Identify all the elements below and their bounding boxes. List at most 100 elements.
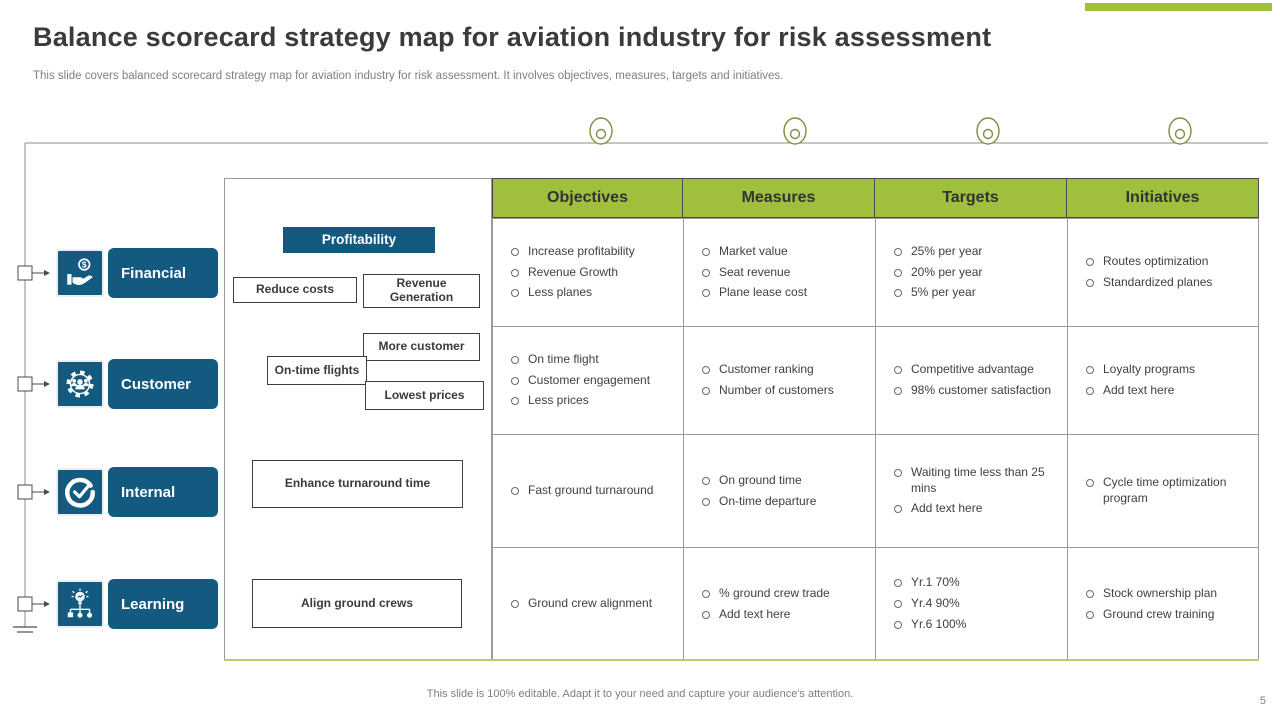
sidebar-item-label: Internal (108, 467, 218, 517)
table-cell-internal-measures: On ground time On-time departure (683, 434, 875, 547)
bullet-item: Standardized planes (1086, 275, 1250, 291)
bullet-item: Less planes (511, 285, 675, 301)
bullet-item: Routes optimization (1086, 254, 1250, 270)
bullet-item: Cycle time optimization program (1086, 475, 1250, 507)
bullet-item: Fast ground turnaround (511, 483, 675, 499)
bullet-icon (511, 355, 519, 364)
bullet-icon (702, 610, 710, 619)
bullet-item: On-time departure (702, 494, 867, 510)
svg-text:$: $ (82, 260, 87, 270)
table-cell-financial-initiatives: Routes optimization Standardized planes (1067, 218, 1259, 326)
bullet-text: Ground crew alignment (528, 596, 653, 611)
flow-box-profitability: Profitability (283, 227, 435, 253)
bullet-text: Yr.6 100% (911, 616, 967, 631)
bullet-icon (894, 289, 902, 298)
bullet-icon (702, 247, 710, 256)
bullet-icon (894, 366, 902, 375)
bullet-icon (702, 497, 710, 506)
bullet-icon (511, 376, 519, 385)
bullet-item: 5% per year (894, 285, 1059, 301)
bullet-item: Yr.6 100% (894, 617, 1059, 633)
bullet-text: Seat revenue (719, 264, 791, 279)
bullet-text: Plane lease cost (719, 285, 808, 300)
bullet-icon (894, 620, 902, 629)
bullet-text: Customer ranking (719, 362, 814, 377)
bullet-item: On time flight (511, 352, 675, 368)
bullet-item: Add text here (1086, 383, 1250, 399)
bullet-icon (1086, 387, 1094, 395)
sidebar-item-label: Financial (108, 248, 218, 298)
bullet-item: Seat revenue (702, 265, 867, 281)
bullet-item: On ground time (702, 473, 867, 489)
bullet-text: Yr.4 90% (911, 596, 960, 611)
column-header-objectives: Objectives (492, 178, 683, 218)
bullet-text: Less prices (528, 393, 589, 408)
target-check-icon (56, 468, 104, 516)
bullet-item: Add text here (702, 607, 867, 623)
sidebar-item-label: Learning (108, 579, 218, 629)
column-header-measures: Measures (683, 178, 875, 218)
bullet-text: 98% customer satisfaction (911, 383, 1052, 397)
table-cell-customer-initiatives: Loyalty programs Add text here (1067, 326, 1259, 434)
page-number: 5 (1259, 695, 1266, 707)
ring-icon (589, 117, 1192, 145)
bullet-item: 98% customer satisfaction (894, 383, 1059, 399)
bullet-icon (894, 247, 902, 256)
bullet-item: Add text here (894, 501, 1059, 517)
bullet-icon (894, 268, 902, 277)
table-cell-learning-objectives: Ground crew alignment (492, 547, 683, 660)
table-cell-internal-initiatives: Cycle time optimization program (1067, 434, 1259, 547)
bullet-icon (702, 289, 710, 298)
bullet-icon (894, 505, 902, 514)
bullet-item: Loyalty programs (1086, 362, 1250, 378)
bullet-text: Routes optimization (1103, 254, 1209, 269)
bullet-item: 20% per year (894, 265, 1059, 281)
bullet-text: Yr.1 70% (911, 575, 960, 590)
bullet-text: On-time departure (719, 493, 817, 508)
bullet-text: Add text here (1103, 383, 1175, 397)
bullet-item: Customer ranking (702, 362, 867, 378)
bullet-icon (1086, 610, 1094, 619)
hand-coin-icon: $ (56, 249, 104, 297)
bullet-text: On time flight (528, 351, 599, 366)
bullet-item: Competitive advantage (894, 362, 1059, 378)
bullet-item: Increase profitability (511, 244, 675, 260)
bullet-text: 5% per year (911, 285, 976, 300)
learning-bulb-icon (56, 580, 104, 628)
bullet-icon (894, 600, 902, 609)
bullet-item: Yr.4 90% (894, 596, 1059, 612)
table-cell-customer-objectives: On time flight Customer engagement Less pr… (492, 326, 683, 434)
ground-icon (13, 626, 37, 633)
accent-bar (1085, 3, 1272, 11)
flow-box-more-customer: More customer (363, 333, 480, 361)
bullet-item: Yr.1 70% (894, 575, 1059, 591)
bullet-icon (511, 268, 519, 277)
bullet-text: Customer engagement (528, 372, 651, 387)
bullet-icon (1086, 589, 1094, 598)
bullet-text: Stock ownership plan (1103, 585, 1218, 600)
sidebar-item-financial: $ Financial (56, 248, 218, 298)
table-cell-customer-targets: Competitive advantage 98% customer satisf… (875, 326, 1067, 434)
bullet-item: Stock ownership plan (1086, 586, 1250, 602)
bullet-icon (511, 397, 519, 406)
bullet-text: Competitive advantage (911, 362, 1034, 377)
bullet-icon (511, 600, 519, 609)
bullet-text: Number of customers (719, 383, 834, 397)
bullet-text: 25% per year (911, 243, 983, 258)
customer-gear-icon (56, 360, 104, 408)
table-cell-financial-targets: 25% per year 20% per year 5% per year (875, 218, 1067, 326)
sidebar-item-internal: Internal (56, 467, 218, 517)
bullet-text: Standardized planes (1103, 275, 1213, 289)
bullet-icon (702, 476, 710, 485)
bullet-icon (511, 487, 519, 496)
table-cell-learning-measures: % ground crew trade Add text here (683, 547, 875, 660)
bullet-text: Revenue Growth (528, 264, 619, 279)
table-bottom-border (224, 659, 1259, 661)
column-header-initiatives: Initiatives (1067, 178, 1259, 218)
sidebar-item-learning: Learning (56, 579, 218, 629)
bullet-text: Add text here (719, 606, 791, 621)
bullet-icon (1086, 366, 1094, 375)
bullet-icon (894, 468, 902, 477)
bullet-text: Cycle time optimization program (1103, 475, 1227, 505)
page-subtitle: This slide covers balanced scorecard str… (33, 70, 784, 82)
